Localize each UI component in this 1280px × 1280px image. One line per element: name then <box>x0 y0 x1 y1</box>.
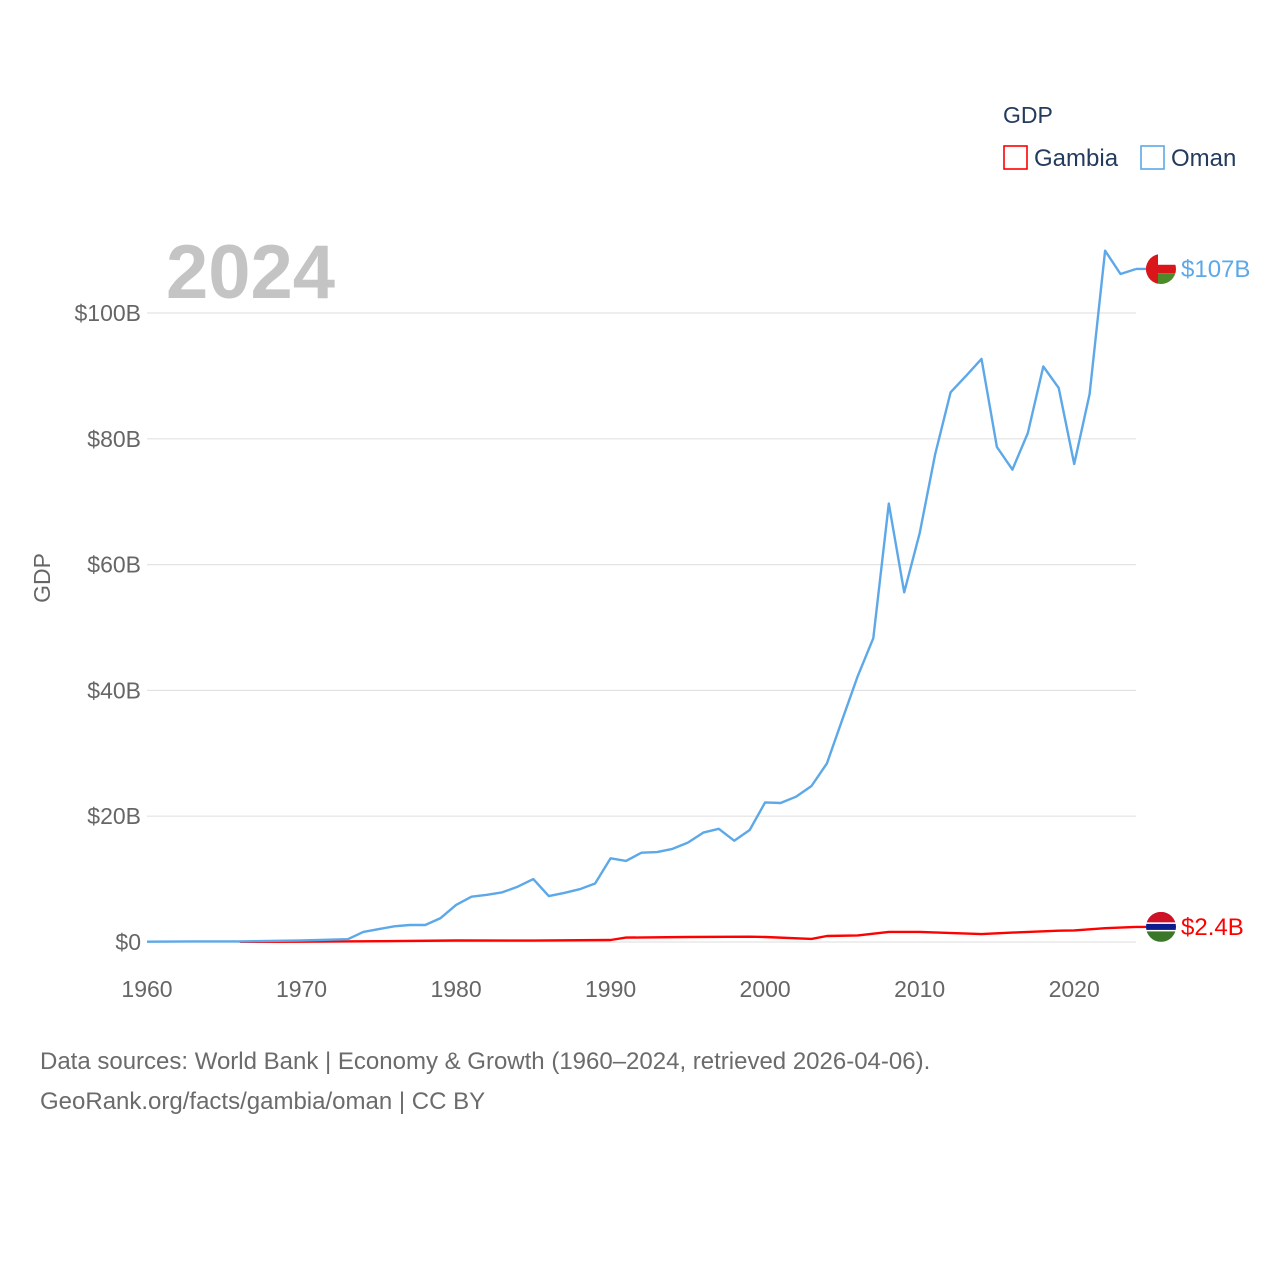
year-label: 2024 <box>166 230 335 315</box>
legend-label-gambia: Gambia <box>1034 145 1119 172</box>
gambia-flag-icon <box>1146 911 1176 942</box>
end-value-label-gambia: $2.4B <box>1181 914 1244 941</box>
x-axis-ticks: 1960 1970 1980 1990 2000 2010 2020 <box>121 976 1099 1002</box>
x-tick-label: 1990 <box>585 976 636 1002</box>
x-tick-label: 2020 <box>1049 976 1100 1002</box>
legend: GDP Gambia Oman <box>1003 102 1236 172</box>
y-axis-label: GDP <box>29 553 55 603</box>
legend-title: GDP <box>1003 102 1053 128</box>
legend-swatch-oman <box>1140 145 1165 170</box>
y-axis-ticks: $0 $20B $40B $60B $80B $100B <box>74 300 141 955</box>
legend-swatch-gambia <box>1003 145 1028 170</box>
y-tick-label: $20B <box>87 803 141 829</box>
attribution-note: GeoRank.org/facts/gambia/oman | CC BY <box>40 1088 486 1115</box>
legend-item-gambia[interactable]: Gambia <box>1003 145 1119 172</box>
y-tick-label: $60B <box>87 552 141 578</box>
x-tick-label: 2010 <box>894 976 945 1002</box>
end-value-label-oman: $107B <box>1181 256 1250 283</box>
x-tick-label: 1960 <box>121 976 172 1002</box>
series-end-markers: $2.4B $107B <box>1136 253 1250 942</box>
x-tick-label: 1970 <box>276 976 327 1002</box>
data-source-note: Data sources: World Bank | Economy & Gro… <box>40 1048 931 1075</box>
chart-footer: Data sources: World Bank | Economy & Gro… <box>40 1042 930 1122</box>
series-line-gambia[interactable] <box>239 925 1137 943</box>
grid-lines <box>147 312 1136 943</box>
y-tick-label: $40B <box>87 677 141 703</box>
y-tick-label: $100B <box>74 300 141 326</box>
legend-label-oman: Oman <box>1171 145 1236 172</box>
series-lines <box>146 249 1137 943</box>
y-tick-label: $0 <box>115 929 141 955</box>
oman-flag-icon <box>1146 253 1176 284</box>
x-tick-label: 1980 <box>430 976 481 1002</box>
x-tick-label: 2000 <box>740 976 791 1002</box>
series-line-oman[interactable] <box>146 249 1137 943</box>
y-tick-label: $80B <box>87 426 141 452</box>
legend-item-oman[interactable]: Oman <box>1140 145 1236 172</box>
